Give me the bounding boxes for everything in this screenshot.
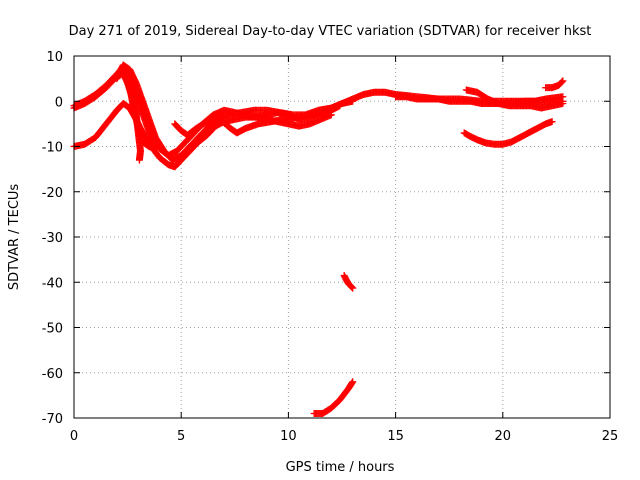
series-track-j — [460, 118, 556, 148]
series-track-f — [171, 102, 344, 139]
y-tick-label: 0 — [55, 95, 63, 110]
data-point — [347, 283, 355, 291]
y-tick-label: -30 — [42, 231, 63, 246]
data-point — [348, 283, 356, 291]
x-tick-label: 20 — [495, 429, 512, 444]
data-point — [548, 118, 556, 126]
data-point — [135, 156, 143, 164]
y-tick-labels: 10 0 -10 -20 -30 -40 -50 -60 -70 — [42, 50, 63, 427]
y-axis-label: SDTVAR / TECUs — [7, 184, 22, 291]
y-tick-label: -60 — [42, 367, 63, 382]
data-point — [349, 97, 357, 105]
data-point — [559, 100, 567, 108]
x-tick-labels: 0 5 10 15 20 25 — [70, 429, 618, 444]
x-tick-label: 15 — [387, 429, 404, 444]
x-tick-label: 10 — [280, 429, 297, 444]
y-tick-label: -20 — [42, 186, 63, 201]
series-track-i — [542, 77, 567, 92]
series-track-e — [70, 100, 335, 171]
data-point — [558, 78, 566, 86]
data-point — [349, 284, 357, 292]
axis-ticks — [73, 55, 611, 419]
data-point — [336, 102, 344, 110]
series-track-k — [340, 271, 357, 292]
data-point — [559, 93, 567, 101]
series-track-h — [462, 86, 567, 112]
grid — [74, 56, 610, 418]
data-point — [559, 77, 567, 85]
data-series — [70, 61, 567, 417]
y-tick-label: -50 — [42, 322, 63, 337]
y-tick-label: -10 — [42, 141, 63, 156]
y-tick-label: 10 — [46, 50, 63, 65]
x-tick-label: 25 — [602, 429, 619, 444]
x-tick-label: 5 — [177, 429, 185, 444]
y-tick-label: -40 — [42, 276, 63, 291]
y-tick-label: -70 — [42, 412, 63, 427]
x-tick-label: 0 — [70, 429, 78, 444]
x-axis-label: GPS time / hours — [286, 460, 395, 475]
chart-title: Day 271 of 2019, Sidereal Day-to-day VTE… — [69, 24, 592, 39]
data-point — [349, 378, 357, 386]
series-track-l — [310, 378, 357, 417]
